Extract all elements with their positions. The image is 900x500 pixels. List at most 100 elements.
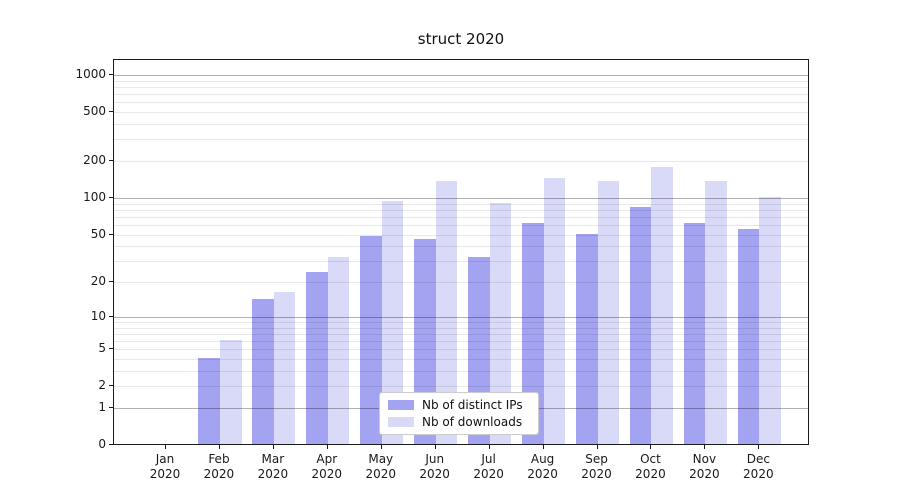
legend: Nb of distinct IPs Nb of downloads: [379, 392, 539, 435]
gridline-60: [114, 224, 808, 226]
legend-swatch-downloads-icon: [388, 417, 414, 427]
x-tick-mark: [380, 445, 382, 449]
x-tick-mark: [165, 445, 166, 449]
x-tick-mark: [326, 445, 328, 449]
y-tick-label-0: 0: [98, 437, 106, 452]
bar-distinct-ips-feb: [198, 358, 220, 444]
x-tick-mark: [218, 445, 220, 449]
x-tick-label-nov: Nov 2020: [689, 452, 720, 481]
bar-downloads-feb: [219, 340, 242, 444]
bar-distinct-ips-aug: [521, 223, 544, 444]
legend-label-distinct-ips: Nb of distinct IPs: [422, 398, 523, 412]
x-tick-mark: [704, 445, 706, 449]
legend-row-distinct-ips: Nb of distinct IPs: [388, 398, 530, 412]
plot-area: [113, 59, 809, 445]
y-tick-mark: [109, 196, 113, 198]
bar-distinct-ips-dec: [737, 228, 760, 444]
x-tick-mark: [758, 445, 760, 449]
x-tick-label-sep: Sep 2020: [581, 452, 612, 481]
y-tick-mark: [109, 281, 113, 283]
gridline-8: [114, 327, 808, 329]
bar-downloads-jul: [489, 203, 512, 444]
y-tick-mark: [109, 160, 113, 162]
y-tick-label-5: 5: [98, 341, 106, 356]
x-tick-label-feb: Feb 2020: [203, 452, 235, 481]
y-tick-mark: [109, 74, 113, 76]
bar-distinct-ips-mar: [252, 299, 274, 444]
x-tick-mark: [488, 445, 490, 449]
gridline-300: [114, 139, 808, 141]
chart-title: struct 2020: [417, 30, 505, 48]
x-tick-label-aug: Aug 2020: [527, 452, 558, 481]
x-tick-label-mar: Mar 2020: [257, 452, 289, 481]
bar-distinct-ips-oct: [629, 206, 652, 444]
gridline-80: [114, 209, 808, 211]
bar-distinct-ips-apr: [306, 271, 328, 444]
x-tick-mark: [596, 445, 598, 449]
gridline-50: [114, 234, 808, 236]
gridline-40: [114, 246, 808, 248]
legend-swatch-distinct-ips-icon: [388, 400, 414, 410]
gridline-600: [114, 102, 808, 104]
gridline-200: [114, 161, 808, 163]
x-tick-mark: [542, 445, 544, 449]
bar-downloads-apr: [327, 256, 350, 444]
gridline-100: [114, 197, 808, 199]
gridline-3: [114, 371, 808, 372]
bar-downloads-sep: [597, 181, 620, 444]
bar-distinct-ips-may: [360, 235, 382, 444]
y-tick-mark: [109, 111, 113, 113]
gridline-800: [114, 86, 808, 88]
bar-downloads-dec: [759, 196, 781, 444]
gridline-7: [114, 333, 808, 335]
y-tick-mark: [109, 444, 113, 446]
x-tick-label-jan: Jan 2020: [149, 452, 181, 481]
y-tick-label-2: 2: [98, 378, 106, 393]
gridline-400: [114, 124, 808, 126]
gridline-1000: [114, 75, 808, 77]
gridline-700: [114, 94, 808, 96]
x-tick-label-oct: Oct 2020: [635, 452, 666, 481]
x-tick-mark: [272, 445, 274, 449]
y-tick-mark: [109, 407, 113, 409]
y-tick-mark: [109, 315, 113, 317]
y-tick-label-50: 50: [90, 226, 106, 241]
x-tick-label-jun: Jun 2020: [419, 452, 450, 481]
gridline-6: [114, 341, 808, 342]
x-tick-label-may: May 2020: [365, 452, 397, 481]
bar-downloads-may: [381, 200, 404, 444]
x-tick-mark: [434, 445, 436, 449]
y-tick-label-1000: 1000: [75, 67, 106, 82]
y-tick-mark: [109, 233, 113, 235]
x-tick-label-apr: Apr 2020: [311, 452, 343, 481]
gridline-30: [114, 261, 808, 263]
bar-downloads-nov: [705, 181, 727, 444]
bar-distinct-ips-nov: [683, 223, 706, 444]
y-tick-label-10: 10: [90, 308, 106, 323]
x-tick-mark: [650, 445, 652, 449]
y-tick-label-100: 100: [83, 189, 106, 204]
y-tick-label-1: 1: [98, 400, 106, 415]
gridline-9: [114, 321, 808, 323]
y-tick-mark: [109, 348, 113, 350]
gridline-5: [114, 349, 808, 351]
bar-downloads-oct: [651, 167, 674, 444]
x-tick-label-jul: Jul 2020: [473, 452, 504, 481]
bar-downloads-jun: [435, 181, 458, 444]
gridline-500: [114, 112, 808, 114]
gridline-10: [114, 316, 808, 318]
bar-downloads-mar: [273, 292, 296, 444]
bar-downloads-aug: [543, 178, 566, 444]
gridline-20: [114, 282, 808, 284]
x-tick-label-dec: Dec 2020: [743, 452, 774, 481]
legend-label-downloads: Nb of downloads: [422, 415, 523, 429]
gridline-4: [114, 359, 808, 361]
y-tick-label-20: 20: [90, 274, 106, 289]
y-tick-label-200: 200: [83, 153, 106, 168]
gridline-70: [114, 216, 808, 218]
y-tick-label-500: 500: [83, 104, 106, 119]
y-tick-mark: [109, 385, 113, 387]
gridline-900: [114, 80, 808, 82]
legend-row-downloads: Nb of downloads: [388, 415, 530, 429]
